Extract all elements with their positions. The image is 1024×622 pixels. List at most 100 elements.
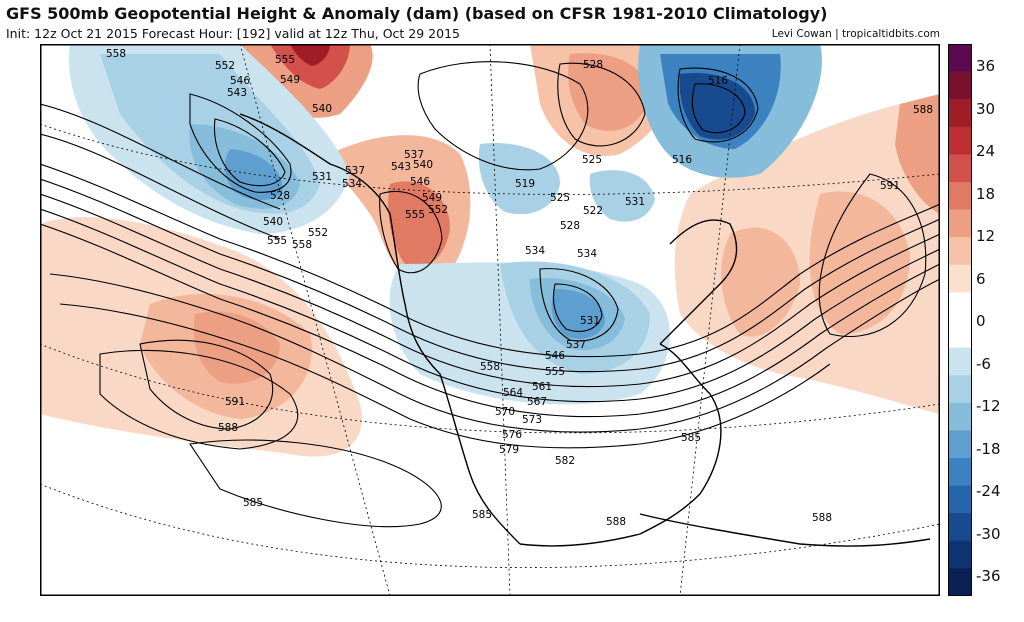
colorbar-swatch [948,237,972,266]
contour-label: 555 [405,209,425,221]
contour-label: 519 [515,178,535,190]
colorbar-tick-label: 30 [976,99,996,118]
contour-label: 588 [606,516,626,528]
colorbar-swatch [948,71,972,100]
colorbar-tick-label: 24 [976,142,996,160]
lat-lon-grid [40,44,940,596]
colorbar-swatch [948,430,972,459]
coastlines [239,113,931,547]
contour-label: 528 [560,220,580,232]
contour-label: 546 [230,75,250,87]
contour-label: 591 [880,180,900,192]
contour-label: 516 [672,154,692,166]
colorbar-swatch [948,44,972,73]
colorbar-swatch [948,375,972,404]
colorbar-swatch [948,209,972,238]
contour-label: 528 [270,190,290,202]
contour-label: 552 [215,60,235,72]
negative-anomalies [69,44,822,405]
colorbar-swatch [948,540,972,569]
colorbar-tick-label: -18 [976,439,1001,458]
colorbar-tick-label: 18 [976,184,996,203]
contour-label: 549 [280,74,300,86]
colorbar-swatch [948,320,972,349]
contour-label: 531 [625,196,645,208]
contour-label: 543 [391,161,411,173]
height-contours [40,61,940,528]
contour-label: 558 [292,239,312,251]
colorbar-tick-label: 6 [976,269,986,288]
colorbar-swatch [948,264,972,293]
anomaly-map: 558 552 555 546 549 543 540 537 543 540 … [40,44,940,596]
colorbar-tick-label: 36 [976,57,996,75]
contour-label: 573 [522,414,542,426]
contour-label: 585 [243,497,263,509]
colorbar-swatch [948,126,972,155]
colorbar-tick-label: -30 [976,524,1001,543]
contour-label: 558 [480,361,500,373]
colorbar-swatch [948,292,972,321]
contour-label: 537 [566,339,586,351]
map-frame [40,44,940,596]
contour-label: 567 [527,396,547,408]
contour-label: 591 [225,396,245,408]
contour-label: 537 [345,165,365,177]
contour-label: 585 [681,432,701,444]
map-subtitle: Init: 12z Oct 21 2015 Forecast Hour: [19… [6,26,460,41]
contour-label: 522 [583,205,603,217]
contour-label: 546 [410,176,430,188]
contour-label: 531 [580,315,600,327]
positive-anomalies [40,44,940,457]
contour-label: 534 [342,178,362,190]
contour-label: 525 [550,192,570,204]
contour-label: 534 [525,245,545,257]
contour-label: 531 [312,171,332,183]
contour-label: 543 [227,87,247,99]
contour-label: 546 [545,350,565,362]
contour-label: 552 [428,204,448,216]
colorbar-tick-label: -36 [976,567,1001,585]
contour-label: 525 [582,154,602,166]
contour-label: 537 [404,149,424,161]
contour-label: 540 [312,103,332,115]
author-credit: Levi Cowan | tropicaltidbits.com [771,28,940,40]
colorbar-swatch [948,347,972,376]
contour-label: 588 [913,104,933,116]
colorbar-swatch [948,402,972,431]
colorbar-swatch [948,182,972,211]
contour-label: 588 [812,512,832,524]
contour-label: 582 [555,455,575,467]
contour-label: 561 [532,381,552,393]
colorbar-swatch [948,458,972,487]
contour-label: 534 [577,248,597,260]
contour-label: 555 [267,235,287,247]
colorbar-swatch [948,99,972,128]
colorbar-tick-label: -6 [976,354,991,373]
contour-label: 555 [545,366,565,378]
contour-labels: 558 552 555 546 549 543 540 537 543 540 … [106,48,933,528]
contour-label: 570 [495,406,515,418]
contour-label: 585 [472,509,492,521]
colorbar-tick-label: 12 [976,227,996,245]
colorbar-tick-label: -24 [976,482,1001,500]
contour-label: 528 [583,59,603,71]
colorbar-swatch [948,513,972,542]
colorbar-frame [948,44,972,596]
colorbar-swatch [948,485,972,514]
colorbar-swatch [948,568,972,596]
contour-label: 576 [502,429,522,441]
contour-label: 564 [503,387,523,399]
colorbar [948,44,972,596]
contour-label: 588 [218,422,238,434]
colorbar-tick-label: -12 [976,397,1001,415]
contour-label: 549 [422,192,442,204]
contour-label: 579 [499,444,519,456]
contour-label: 555 [275,54,295,66]
map-title: GFS 500mb Geopotential Height & Anomaly … [6,4,828,23]
contour-label: 540 [413,159,433,171]
contour-label: 558 [106,48,126,60]
contour-label: 540 [263,216,283,228]
colorbar-tick-label: 0 [976,312,986,330]
contour-label: 516 [708,75,728,87]
contour-label: 552 [308,227,328,239]
